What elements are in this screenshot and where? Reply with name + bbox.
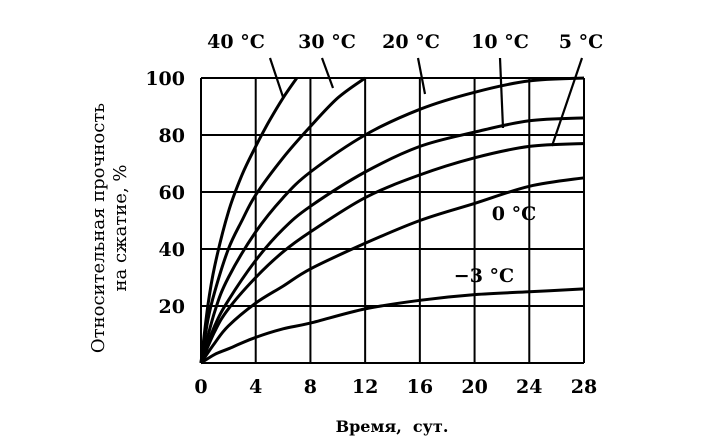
series-label: 40 °C [207, 31, 265, 53]
label-leader-line [268, 57, 285, 98]
x-tick-label: 28 [571, 376, 597, 398]
label-leaders [268, 57, 584, 147]
x-tick-label: 20 [461, 376, 487, 398]
curves [199, 76, 585, 365]
series-label: −3 °C [454, 265, 514, 287]
series-line [199, 76, 585, 364]
y-tick-label: 20 [159, 296, 185, 318]
series-line [200, 287, 585, 365]
series-line [199, 142, 585, 364]
label-leader-line [320, 57, 335, 89]
series-line [199, 176, 585, 364]
x-tick-label: 0 [194, 376, 207, 398]
series-label: 10 °C [471, 31, 529, 53]
series-label: 0 °C [492, 203, 536, 225]
x-tick-label: 16 [407, 376, 433, 398]
x-tick-label: 8 [304, 376, 317, 398]
series-label: 30 °C [298, 31, 356, 53]
curve-labels: 40 °C 30 °C 20 °C 10 °C 5 °C 0 °C −3 °C [207, 31, 603, 287]
y-axis-title-line1: Относительная прочность [88, 103, 109, 353]
x-tick-label: 12 [352, 376, 378, 398]
x-tick-label: 4 [249, 376, 262, 398]
y-tick-label: 40 [159, 239, 185, 261]
series-line [199, 116, 585, 364]
series-line [199, 76, 366, 364]
y-tick-label: 100 [145, 68, 185, 90]
y-tick-label: 60 [159, 182, 185, 204]
x-axis-title: Время, сут. [336, 417, 449, 436]
label-leader-line [416, 57, 427, 95]
y-tick-label: 80 [159, 125, 185, 147]
x-tick-label: 24 [516, 376, 542, 398]
tick-labels: 0 4 8 12 16 20 24 28 20 40 60 80 100 [145, 68, 597, 398]
series-line [199, 77, 299, 364]
label-leader-line [550, 57, 584, 147]
series-label: 5 °C [559, 31, 603, 53]
y-axis-title: Относительная прочность на сжатие, % [88, 103, 131, 353]
label-leader-line [498, 57, 505, 129]
series-label: 20 °C [382, 31, 440, 53]
y-axis-title-line2: на сжатие, % [110, 165, 131, 292]
